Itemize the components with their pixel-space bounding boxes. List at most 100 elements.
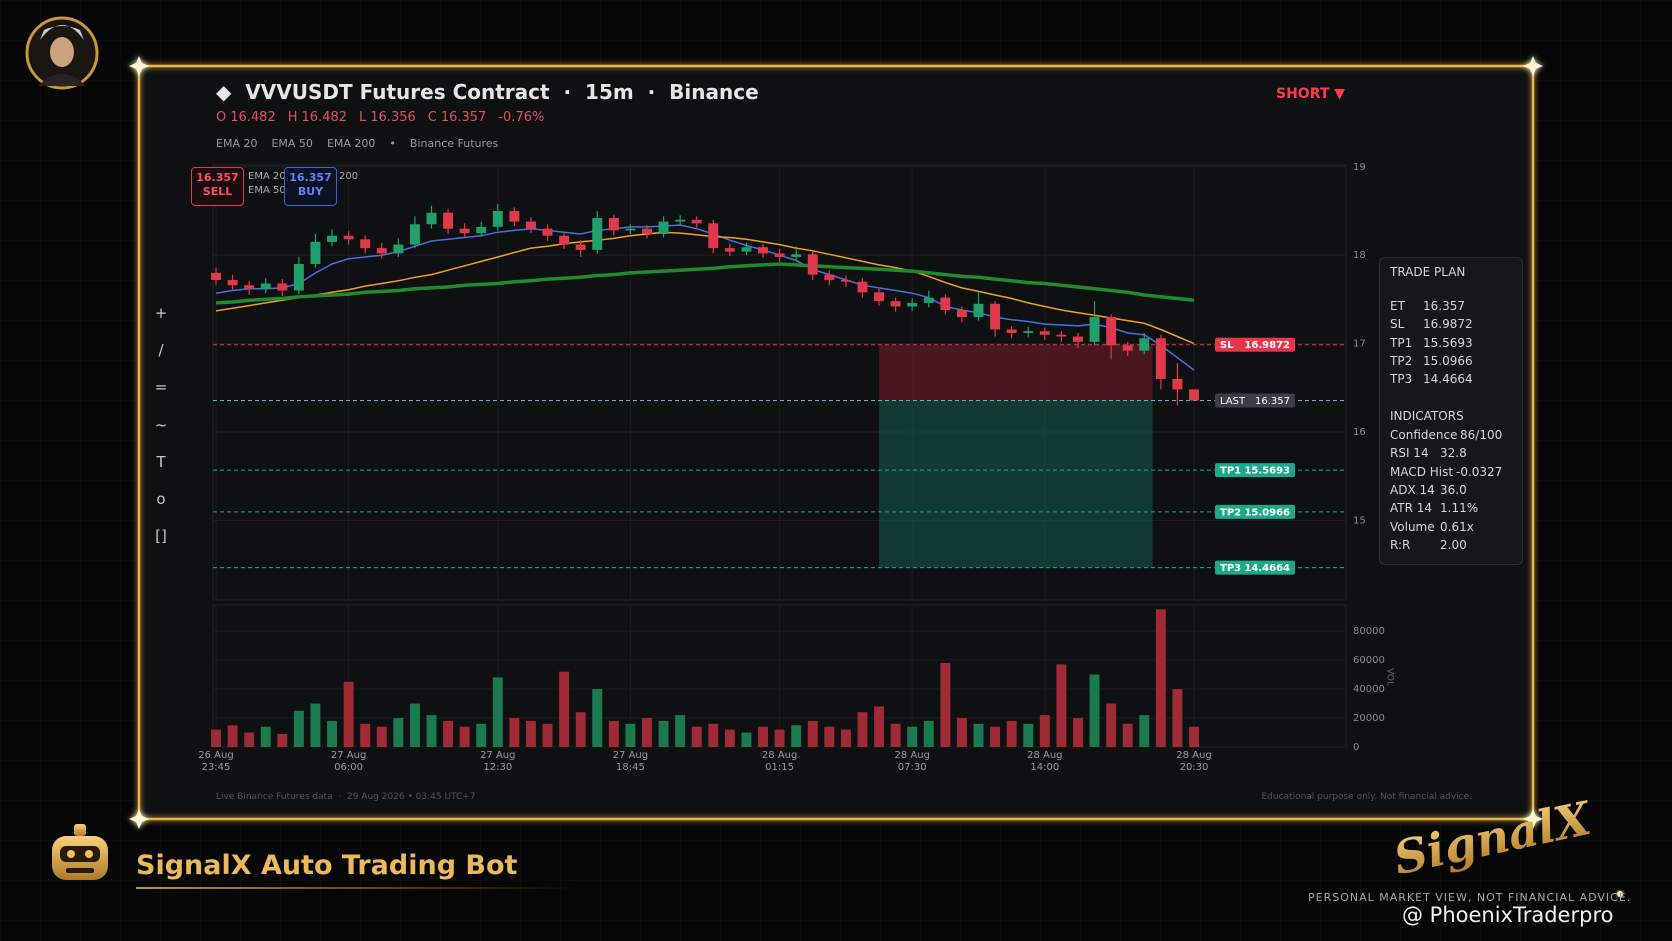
candle-body bbox=[758, 247, 768, 254]
volume-bar bbox=[277, 733, 288, 747]
ohlc-value: 16.357 bbox=[440, 110, 487, 125]
sell-button[interactable]: 16.357 SELL bbox=[191, 167, 244, 206]
level-tag-value: 16.9872 bbox=[1244, 340, 1290, 351]
buy-label: BUY bbox=[297, 185, 324, 198]
tool-button[interactable]: ~ bbox=[154, 415, 168, 434]
volume-bar bbox=[1072, 718, 1083, 747]
volume-bar bbox=[824, 726, 835, 747]
volume-bar bbox=[211, 729, 221, 747]
volume-bar bbox=[260, 726, 271, 747]
volume-tick-label: 40000 bbox=[1353, 684, 1385, 695]
level-tag-box bbox=[1215, 463, 1295, 478]
volume-bar bbox=[509, 718, 520, 747]
volume-bar bbox=[940, 662, 951, 747]
risk-zone bbox=[879, 344, 1153, 401]
volume-bar bbox=[857, 712, 868, 747]
candle-body bbox=[940, 297, 951, 310]
tool-button[interactable]: o bbox=[156, 490, 166, 508]
banner-title: SignalX Auto Trading Bot bbox=[136, 850, 518, 881]
level-tag: LAST 16.357 bbox=[1215, 393, 1295, 408]
candle-body bbox=[608, 218, 619, 231]
volume-bar bbox=[1172, 689, 1183, 747]
candle-body bbox=[675, 219, 686, 222]
volume-bar bbox=[923, 720, 934, 747]
level-tag-box bbox=[1215, 393, 1295, 408]
plan-label: TP2 bbox=[1390, 353, 1413, 368]
ohlc-label: H bbox=[287, 110, 298, 125]
plan-label: ET bbox=[1390, 299, 1405, 313]
volume-bar bbox=[559, 671, 570, 747]
tool-button[interactable]: / bbox=[158, 341, 164, 360]
level-tag-name: TP1 bbox=[1220, 466, 1241, 477]
ohlc-label: L bbox=[359, 110, 367, 125]
volume-bar bbox=[758, 726, 768, 747]
candle-body bbox=[443, 212, 454, 229]
candle-body bbox=[691, 219, 702, 224]
level-tag-box bbox=[1215, 560, 1295, 575]
volume-bar bbox=[592, 689, 603, 747]
ema-line bbox=[215, 224, 1195, 371]
y-tick-label: 19 bbox=[1353, 162, 1366, 173]
panel-heading: TRADE PLAN bbox=[1390, 265, 1466, 279]
tool-button[interactable]: = bbox=[154, 378, 168, 397]
candle-body bbox=[575, 244, 586, 250]
indicator-label: RSI 14 bbox=[1390, 446, 1429, 461]
tool-button[interactable]: + bbox=[154, 304, 168, 322]
indicator-label: MACD Hist bbox=[1390, 464, 1454, 479]
level-tag-name: TP2 bbox=[1220, 507, 1241, 518]
candle-body bbox=[724, 248, 735, 252]
footer-right: Educational purpose only. Not financial … bbox=[1261, 792, 1472, 802]
chart-title: ◆ VVVUSDT Futures Contract · 15m · Binan… bbox=[216, 80, 759, 104]
volume-bar bbox=[691, 726, 702, 747]
volume-bar bbox=[840, 729, 851, 747]
ema-line bbox=[215, 231, 1195, 345]
candle-body bbox=[459, 228, 470, 234]
volume-bar bbox=[492, 677, 503, 747]
x-tick-label: 28 Aug 14:00 bbox=[1027, 750, 1063, 773]
tool-button[interactable]: [] bbox=[155, 527, 167, 546]
buy-button[interactable]: 16.357 BUY bbox=[284, 167, 337, 206]
plan-label: TP1 bbox=[1390, 335, 1413, 350]
candle-body bbox=[476, 226, 487, 234]
candle-body bbox=[211, 272, 221, 280]
level-tag-value: 15.0966 bbox=[1244, 507, 1290, 518]
legend-entry: EMA 50 bbox=[271, 137, 313, 150]
mini-legend-entry: EMA 50 bbox=[248, 185, 286, 196]
level-tag: TP3 14.4664 bbox=[1215, 560, 1295, 575]
candle-body bbox=[956, 310, 967, 318]
volume-bar bbox=[293, 710, 304, 747]
level-tag: TP2 15.0966 bbox=[1215, 504, 1295, 519]
volume-tick-label: 80000 bbox=[1353, 626, 1385, 637]
watermark: @ PhoenixTraderpro bbox=[1402, 903, 1614, 927]
buy-price: 16.357 bbox=[289, 171, 332, 184]
volume-bar bbox=[426, 715, 437, 747]
candle-body bbox=[625, 228, 636, 231]
candle-body bbox=[1189, 389, 1199, 401]
level-tag: TP1 15.5693 bbox=[1215, 463, 1295, 478]
candle-body bbox=[1122, 345, 1133, 351]
tool-button[interactable]: T bbox=[156, 452, 166, 471]
ohlc-value: 16.482 bbox=[230, 110, 276, 125]
level-tag-box bbox=[1215, 504, 1295, 519]
candle-body bbox=[525, 221, 536, 229]
indicator-label: R:R bbox=[1390, 537, 1411, 552]
volume-bar bbox=[1089, 674, 1100, 747]
candle-body bbox=[874, 292, 885, 302]
volume-bar bbox=[1106, 703, 1117, 747]
candle-body bbox=[791, 254, 802, 257]
candle-body bbox=[592, 218, 603, 250]
y-tick-label: 15 bbox=[1353, 515, 1366, 526]
candle-body bbox=[990, 303, 1001, 330]
volume-bar bbox=[1039, 715, 1050, 747]
volume-bar bbox=[874, 706, 885, 747]
indicator-label: Confidence bbox=[1390, 428, 1458, 442]
volume-bar bbox=[1189, 726, 1199, 747]
volume-bar bbox=[575, 712, 586, 747]
candle-body bbox=[327, 235, 338, 242]
gold-frame bbox=[137, 64, 1535, 821]
level-tag-name: LAST bbox=[1220, 396, 1246, 407]
volume-bar bbox=[244, 732, 255, 747]
side-button[interactable]: SHORT ▼ bbox=[1276, 86, 1346, 102]
